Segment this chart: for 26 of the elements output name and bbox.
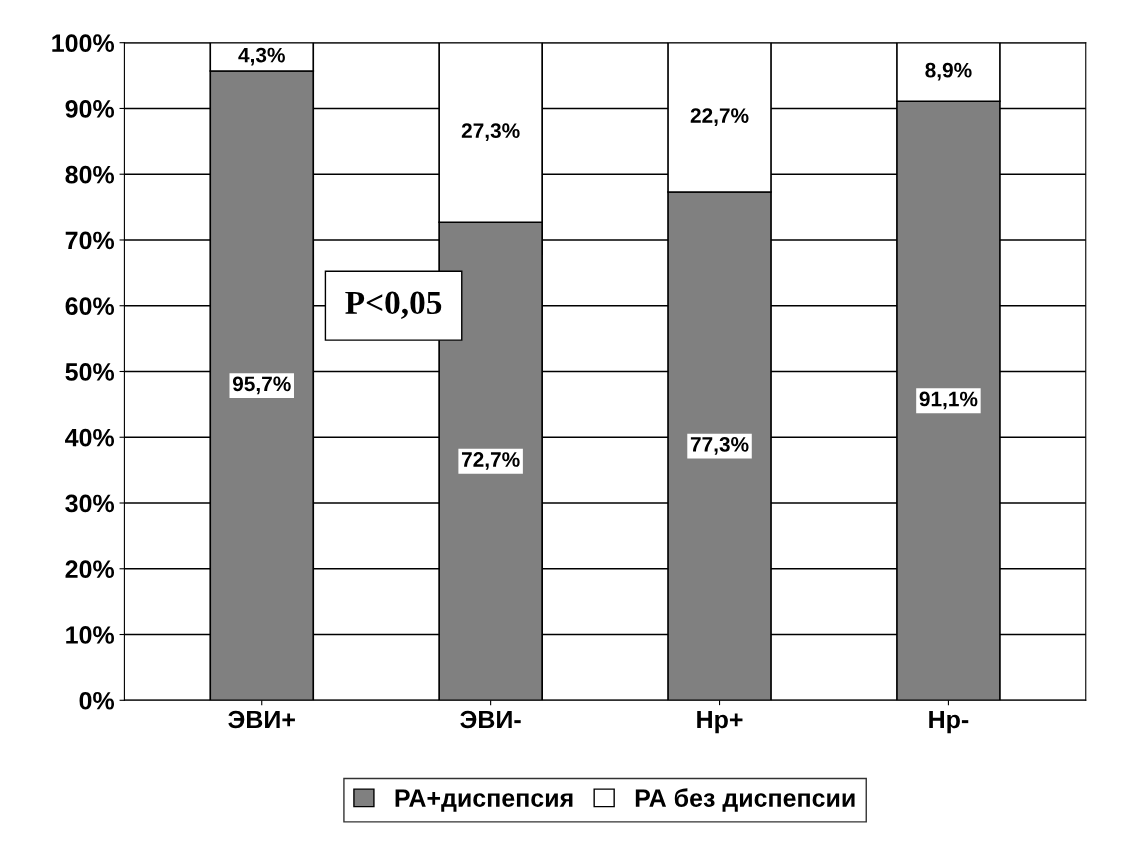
- x-tick-label: Hp+: [697, 710, 743, 734]
- legend-label: РА без диспепсии: [635, 788, 855, 812]
- data-label: 95,7%: [232, 376, 291, 395]
- y-tick-label: 30%: [65, 494, 115, 513]
- y-tick-label: 10%: [66, 626, 115, 644]
- y-tick-label: 20%: [65, 560, 115, 579]
- y-tick-label: 100%: [52, 34, 115, 52]
- y-tick-label: 90%: [65, 100, 115, 118]
- x-tick-label: Hp-: [929, 710, 969, 734]
- y-tick-label: 60%: [65, 297, 115, 316]
- x-tick-label: ЭВИ-: [460, 710, 521, 729]
- y-tick-label: 50%: [65, 363, 115, 381]
- data-label: 4,3%: [238, 47, 285, 66]
- data-label: 77,3%: [690, 436, 749, 455]
- data-label: 22,7%: [690, 108, 749, 126]
- x-tick-label: ЭВИ+: [228, 710, 295, 729]
- data-label: 72,7%: [462, 452, 520, 470]
- y-tick-label: 0%: [79, 691, 115, 710]
- y-tick-label: 40%: [65, 428, 115, 447]
- data-label: 8,9%: [925, 62, 972, 81]
- data-label: 91,1%: [919, 391, 978, 410]
- legend-label: РА+диспепсия: [395, 789, 573, 812]
- y-tick-label: 80%: [65, 165, 115, 184]
- data-label: 27,3%: [461, 123, 520, 142]
- annotation: P<0,05: [345, 291, 442, 319]
- y-tick-label: 70%: [65, 231, 115, 250]
